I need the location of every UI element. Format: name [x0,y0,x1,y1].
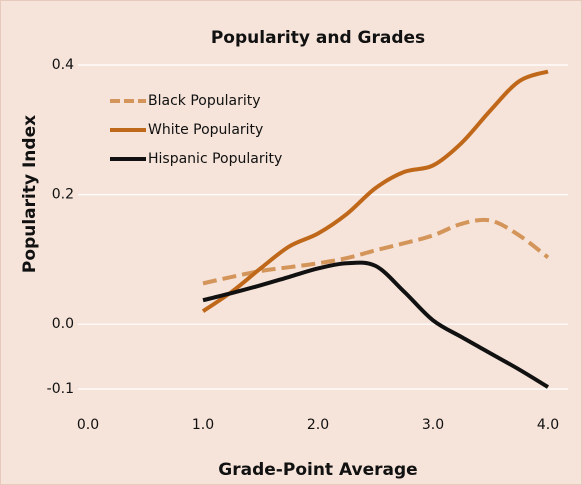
x-tick-label: 0.0 [77,417,99,433]
x-tick-label: 1.0 [192,417,214,433]
y-tick-label: 0.4 [52,57,74,73]
y-axis-label: Popularity Index [20,115,40,273]
legend-label: White Popularity [148,122,263,138]
legend-label: Hispanic Popularity [148,151,282,167]
x-axis-label: Grade-Point Average [218,460,417,480]
series-line [202,260,550,389]
y-tick-label: 0.2 [52,187,74,203]
y-tick-label: 0.0 [52,316,74,332]
chart-title: Popularity and Grades [211,28,425,48]
x-tick-label: 4.0 [537,417,559,433]
x-tick-label: 2.0 [307,417,329,433]
legend-label: Black Popularity [148,93,261,109]
series-line [201,69,549,313]
x-tick-label: 3.0 [422,417,444,433]
y-tick-label: -0.1 [47,381,74,397]
